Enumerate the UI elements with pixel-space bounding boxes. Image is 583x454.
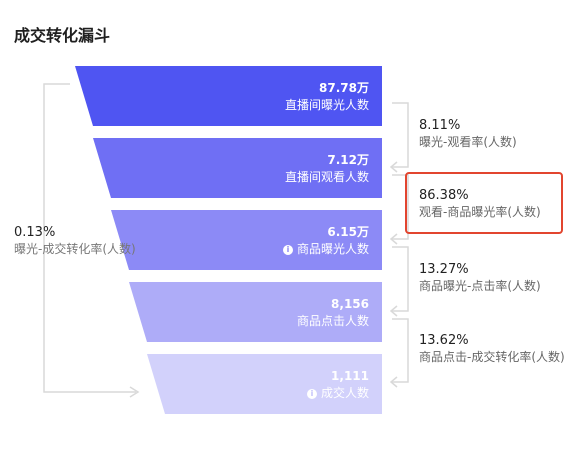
funnel-stage-4 xyxy=(129,282,382,342)
rate-2-percent: 86.38% xyxy=(419,188,469,203)
info-icon[interactable]: i xyxy=(306,388,317,399)
rate-4-percent: 13.62% xyxy=(419,333,469,348)
stage-3-value: 6.15万 xyxy=(327,225,369,239)
connector-4-arrow xyxy=(389,376,398,388)
overall-rate-percent: 0.13% xyxy=(14,225,56,240)
stage-3-label: 商品曝光人数 xyxy=(296,242,369,256)
overall-rate: 0.13% 曝光-成交转化率(人数) xyxy=(14,224,136,258)
stage-2-value: 7.12万 xyxy=(327,153,369,167)
rate-3: 13.27% 商品曝光-点击率(人数) xyxy=(419,261,541,295)
stage-1-text: 87.78万 直播间曝光人数 xyxy=(285,80,369,114)
stage-2-label: 直播间观看人数 xyxy=(284,170,369,184)
overall-bracket-line xyxy=(43,83,136,393)
stage-4-text: 8,156 商品点击人数 xyxy=(297,296,369,330)
stage-4-value: 8,156 xyxy=(331,297,369,311)
connector-4 xyxy=(392,318,409,383)
overall-rate-name: 曝光-成交转化率(人数) xyxy=(14,242,136,256)
rate-1-name: 曝光-观看率(人数) xyxy=(419,135,517,149)
rate-1-percent: 8.11% xyxy=(419,118,461,133)
stage-4-label: 商品点击人数 xyxy=(296,314,369,328)
rate-4: 13.62% 商品点击-成交转化率(人数) xyxy=(419,332,565,366)
connector-1 xyxy=(392,102,409,168)
highlight-box xyxy=(405,172,563,234)
stage-5-value: 1,111 xyxy=(331,369,369,383)
rate-3-percent: 13.27% xyxy=(419,262,469,277)
funnel-stage-2 xyxy=(93,138,382,198)
rate-1: 8.11% 曝光-观看率(人数) xyxy=(419,117,517,151)
rate-2-name: 观看-商品曝光率(人数) xyxy=(419,205,541,219)
funnel-stage-1 xyxy=(75,66,382,126)
connector-1-arrow xyxy=(389,161,398,173)
connector-3-arrow xyxy=(389,305,398,317)
stage-1-value: 87.78万 xyxy=(319,81,369,95)
connector-2 xyxy=(392,174,409,240)
stage-2-text: 7.12万 直播间观看人数 xyxy=(285,152,369,186)
funnel-stage-3 xyxy=(111,210,382,270)
page-title: 成交转化漏斗 xyxy=(14,26,111,45)
connector-3 xyxy=(392,246,409,312)
rate-2: 86.38% 观看-商品曝光率(人数) xyxy=(419,187,541,221)
stage-3-text: 6.15万 i 商品曝光人数 xyxy=(282,224,369,258)
funnel-stage-5 xyxy=(147,354,382,414)
rate-3-name: 商品曝光-点击率(人数) xyxy=(419,279,541,293)
stage-1-label: 直播间曝光人数 xyxy=(284,98,369,112)
info-icon[interactable]: i xyxy=(282,244,293,255)
rate-4-name: 商品点击-成交转化率(人数) xyxy=(419,350,565,364)
overall-bracket-arrow xyxy=(129,386,140,398)
stage-5-label: 成交人数 xyxy=(320,386,369,400)
stage-5-text: 1,111 i 成交人数 xyxy=(306,368,369,402)
connector-2-arrow xyxy=(389,233,398,245)
